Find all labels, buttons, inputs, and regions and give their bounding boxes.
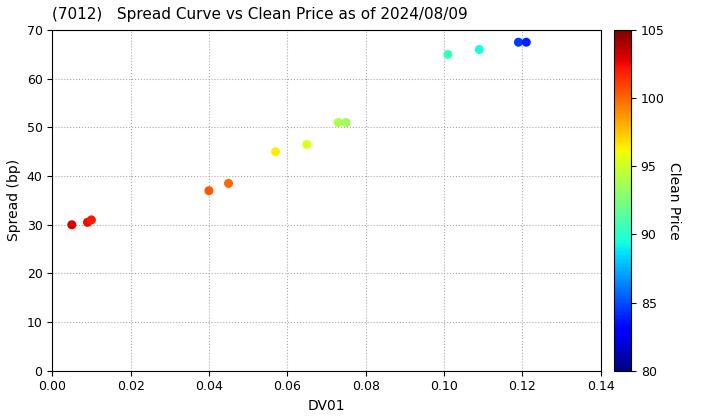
Y-axis label: Spread (bp): Spread (bp) <box>7 159 21 242</box>
Point <box>86 217 97 223</box>
Point <box>82 219 94 226</box>
Point <box>66 221 78 228</box>
Point <box>270 148 282 155</box>
Text: (7012)   Spread Curve vs Clean Price as of 2024/08/09: (7012) Spread Curve vs Clean Price as of… <box>53 7 468 22</box>
Point <box>203 187 215 194</box>
X-axis label: DV01: DV01 <box>307 399 346 413</box>
Point <box>521 39 532 46</box>
Point <box>513 39 524 46</box>
Point <box>442 51 454 58</box>
Point <box>341 119 352 126</box>
Y-axis label: Clean Price: Clean Price <box>667 162 681 239</box>
Point <box>301 141 312 148</box>
Point <box>222 180 234 187</box>
Point <box>474 46 485 53</box>
Point <box>333 119 344 126</box>
